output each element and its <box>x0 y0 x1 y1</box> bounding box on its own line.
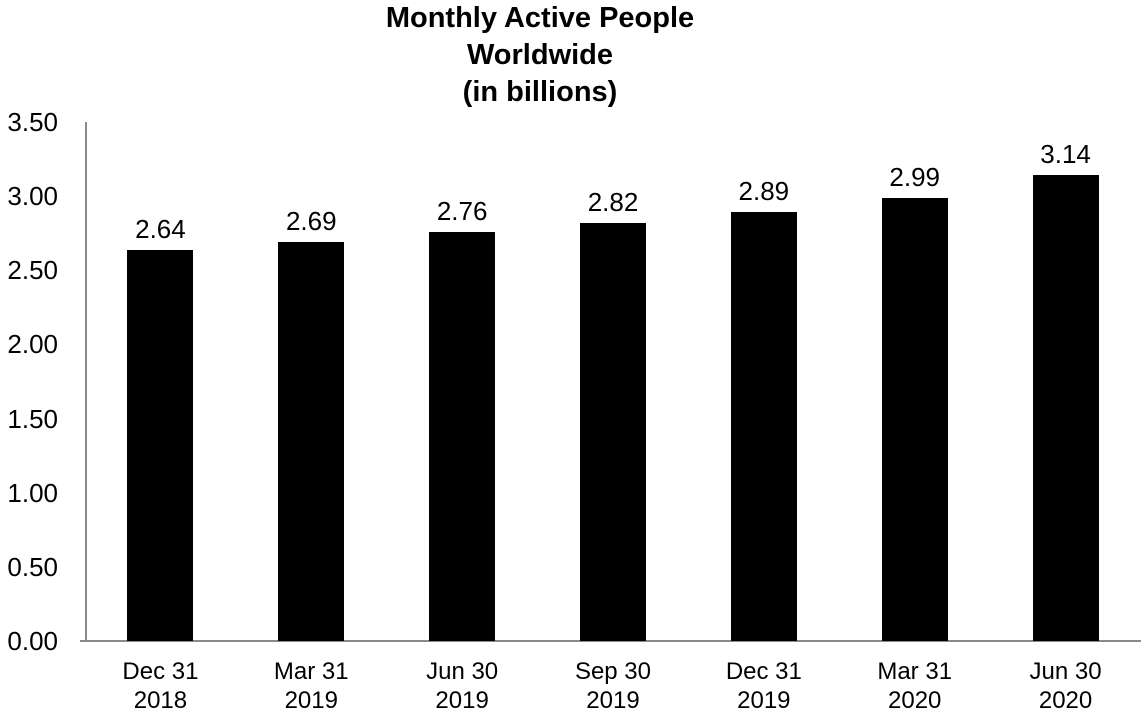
x-category-label-line-1: Jun 30 <box>1029 658 1102 685</box>
x-category-label-line-1: Dec 31 <box>725 658 802 685</box>
x-category-label: Dec 31 2018 <box>85 657 236 715</box>
bar-value-label: 2.69 <box>285 206 337 237</box>
chart-title-line-2: Worldwide <box>466 39 614 71</box>
x-category-label-line-1: Sep 30 <box>574 658 652 685</box>
chart-title-line-1: Monthly Active People <box>385 2 695 34</box>
x-category-label: Jun 30 2019 <box>387 657 538 715</box>
x-category-label-line-2: 2020 <box>1038 687 1093 714</box>
bar-value-label: 3.14 <box>1040 139 1091 170</box>
bar-value-label: 2.89 <box>738 176 790 207</box>
bar-mar-31-2019 <box>278 242 345 641</box>
x-category-label-line-2: 2018 <box>133 687 188 714</box>
bar-value-label: 2.76 <box>436 195 488 226</box>
y-tick-label: 1.50 <box>7 403 58 434</box>
chart-title: Monthly Active People Worldwide (in bill… <box>386 0 694 111</box>
y-tick-label: 0.50 <box>7 551 58 582</box>
bar-jun-30-2019 <box>429 231 496 641</box>
x-category-label-line-1: Dec 31 <box>122 658 199 685</box>
chart-title-line-3: (in billions) <box>462 76 618 108</box>
y-tick-label: 2.50 <box>7 255 58 286</box>
x-category-label: Dec 31 2019 <box>688 657 839 715</box>
x-category-label-line-2: 2019 <box>284 687 338 714</box>
y-tick-label: 2.00 <box>7 329 58 360</box>
x-category-label: Mar 31 2020 <box>839 657 990 715</box>
bar-sep-30-2019 <box>580 222 646 641</box>
x-category-label-line-1: Mar 31 <box>273 658 349 685</box>
x-category-label-line-1: Jun 30 <box>426 658 499 685</box>
x-category-label-line-1: Mar 31 <box>877 658 953 685</box>
y-tick-label: 1.00 <box>7 477 58 508</box>
y-axis-line <box>85 122 87 642</box>
x-category-label: Mar 31 2019 <box>236 657 387 715</box>
bar-value-label: 2.64 <box>135 213 186 244</box>
x-category-label-line-2: 2019 <box>586 687 640 714</box>
y-tick-label: 0.00 <box>7 626 58 656</box>
x-category-label: Jun 30 2020 <box>990 657 1141 715</box>
x-category-label: Sep 30 2019 <box>538 657 689 715</box>
bar-mar-31-2020 <box>881 197 948 641</box>
y-tick-label: 3.50 <box>7 107 58 137</box>
x-axis-line <box>80 640 1141 642</box>
bar-value-label: 2.99 <box>889 161 941 192</box>
bar-dec-31-2018 <box>127 249 194 641</box>
bar-jun-30-2020 <box>1032 175 1099 641</box>
bar-dec-31-2019 <box>730 212 797 641</box>
bar-value-label: 2.82 <box>587 186 639 217</box>
x-category-label-line-2: 2019 <box>737 687 791 714</box>
x-category-label-line-2: 2020 <box>888 687 942 714</box>
y-tick-label: 3.00 <box>7 181 58 212</box>
x-category-label-line-2: 2019 <box>435 687 489 714</box>
